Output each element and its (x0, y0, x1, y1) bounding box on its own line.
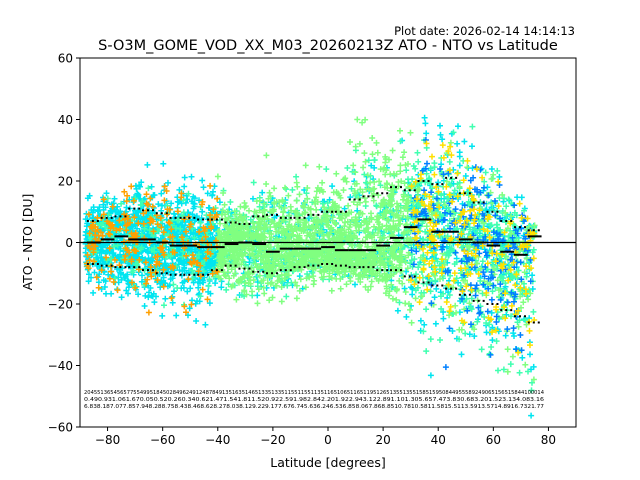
x-tick-label: −40 (205, 433, 230, 447)
plot-date: Plot date: 2026-02-14 14:14:13 (394, 24, 575, 38)
bin-count-row: 0.490.931.061.670.050.520.260.340.621.47… (84, 397, 545, 403)
y-tick-label: 20 (58, 175, 73, 189)
scatter-points (82, 114, 538, 419)
x-tick-label: 20 (375, 433, 390, 447)
x-tick-label: 40 (431, 433, 446, 447)
bin-counts: 2045513654565775549951845028496249124878… (84, 390, 545, 410)
y-tick-label: 0 (65, 236, 73, 250)
chart-title: S-O3M_GOME_VOD_XX_M03_20260213Z ATO - NT… (98, 38, 558, 54)
x-tick-label: 80 (541, 433, 556, 447)
y-axis: −60 −40 −20 0 20 40 60 (48, 52, 80, 435)
x-axis: −80 −60 −40 −20 0 20 40 60 80 (95, 427, 556, 447)
bin-count-row: 6.838.187.077.857.948.288.758.438.468.62… (84, 404, 544, 410)
x-tick-label: 0 (324, 433, 332, 447)
y-tick-label: −20 (48, 298, 73, 312)
y-tick-label: −40 (48, 359, 73, 373)
x-axis-label: Latitude [degrees] (270, 455, 386, 470)
y-tick-label: −60 (48, 421, 73, 435)
y-axis-label: ATO - NTO [DU] (20, 194, 35, 291)
bin-count-row: 2045513654565775549951845028496249124878… (84, 390, 545, 396)
y-tick-label: 40 (58, 113, 73, 127)
scatter-series-5 (83, 182, 221, 316)
y-tick-label: 60 (58, 52, 73, 66)
x-tick-label: −20 (260, 433, 285, 447)
x-tick-label: −80 (95, 433, 120, 447)
x-tick-label: −60 (150, 433, 175, 447)
x-tick-label: 60 (486, 433, 501, 447)
